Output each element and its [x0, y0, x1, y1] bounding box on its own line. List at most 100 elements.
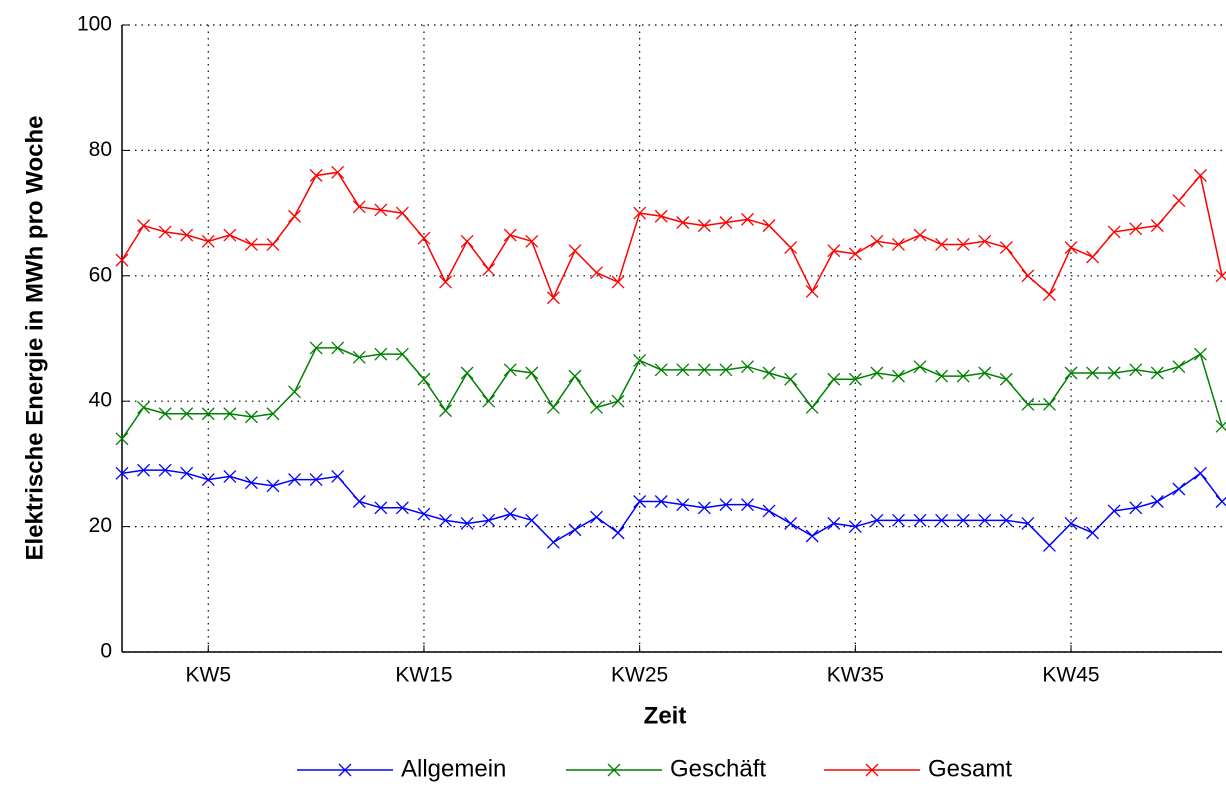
marker: [331, 165, 345, 179]
marker: [611, 275, 625, 289]
x-axis-label: Zeit: [644, 702, 687, 729]
marker: [1042, 397, 1056, 411]
marker: [956, 237, 970, 251]
marker: [460, 234, 474, 248]
marker: [201, 473, 215, 487]
marker: [697, 501, 711, 515]
marker: [654, 495, 668, 508]
marker: [1129, 363, 1143, 377]
marker: [1215, 495, 1226, 508]
marker: [1193, 466, 1207, 480]
marker: [935, 237, 949, 251]
marker: [266, 237, 280, 251]
marker: [1064, 366, 1078, 380]
marker: [1021, 269, 1035, 283]
marker: [503, 228, 517, 242]
marker: [395, 501, 409, 515]
marker: [503, 507, 517, 521]
marker: [352, 350, 366, 364]
marker: [223, 469, 237, 483]
marker: [309, 473, 323, 487]
legend-label: Allgemein: [401, 755, 506, 782]
marker: [503, 363, 517, 377]
marker: [590, 510, 603, 524]
marker: [676, 498, 690, 512]
marker: [115, 432, 129, 446]
marker: [913, 513, 927, 527]
marker: [633, 495, 647, 508]
marker: [719, 363, 733, 377]
marker: [870, 513, 884, 527]
marker: [439, 513, 452, 527]
marker: [568, 369, 582, 383]
marker: [1107, 366, 1121, 380]
x-tick-label: KW5: [186, 664, 232, 687]
marker: [374, 501, 388, 515]
marker: [266, 407, 280, 421]
marker: [633, 353, 647, 367]
legend-marker: [607, 763, 621, 777]
marker: [482, 513, 496, 527]
marker: [741, 360, 754, 374]
marker: [417, 372, 431, 386]
marker: [1107, 225, 1121, 239]
marker: [158, 463, 172, 477]
marker: [180, 466, 194, 480]
marker: [784, 372, 798, 386]
marker: [1042, 288, 1056, 302]
y-tick-label: 0: [100, 640, 112, 663]
marker: [999, 372, 1013, 386]
marker: [546, 535, 560, 549]
marker: [784, 241, 798, 255]
marker: [1021, 517, 1035, 530]
marker: [870, 366, 884, 380]
marker: [1086, 526, 1100, 540]
marker: [288, 385, 302, 399]
marker: [892, 513, 905, 527]
marker: [762, 504, 776, 518]
marker: [762, 366, 776, 380]
marker: [288, 209, 302, 223]
series-line: [121, 469, 1223, 547]
marker: [848, 520, 862, 534]
marker: [223, 228, 237, 242]
marker: [697, 363, 711, 377]
y-tick-label: 40: [89, 389, 112, 412]
marker: [978, 366, 992, 380]
marker: [1021, 397, 1035, 411]
marker: [1150, 219, 1164, 233]
marker: [417, 231, 431, 245]
series-line: [121, 347, 1223, 440]
marker: [654, 363, 668, 377]
marker: [590, 401, 603, 414]
marker: [137, 401, 151, 414]
marker: [1042, 538, 1056, 552]
marker: [697, 219, 711, 233]
marker: [244, 476, 258, 490]
marker: [180, 228, 194, 242]
marker: [633, 206, 647, 220]
marker: [482, 394, 496, 408]
marker: [115, 466, 129, 480]
marker: [137, 219, 151, 233]
marker: [870, 234, 884, 248]
marker: [158, 225, 172, 239]
legend-marker: [865, 763, 879, 777]
marker: [827, 517, 841, 530]
marker: [374, 347, 388, 361]
marker: [978, 234, 992, 248]
marker: [1086, 366, 1100, 380]
marker: [1172, 482, 1186, 496]
marker: [654, 209, 668, 223]
marker: [1172, 194, 1186, 208]
x-tick-label: KW35: [827, 664, 884, 687]
marker: [158, 407, 172, 421]
marker: [1193, 169, 1207, 182]
y-tick-label: 100: [77, 13, 112, 36]
marker: [1193, 347, 1207, 361]
marker: [223, 407, 237, 421]
marker: [1150, 366, 1164, 380]
marker: [611, 526, 625, 540]
legend-label: Geschäft: [670, 755, 766, 782]
